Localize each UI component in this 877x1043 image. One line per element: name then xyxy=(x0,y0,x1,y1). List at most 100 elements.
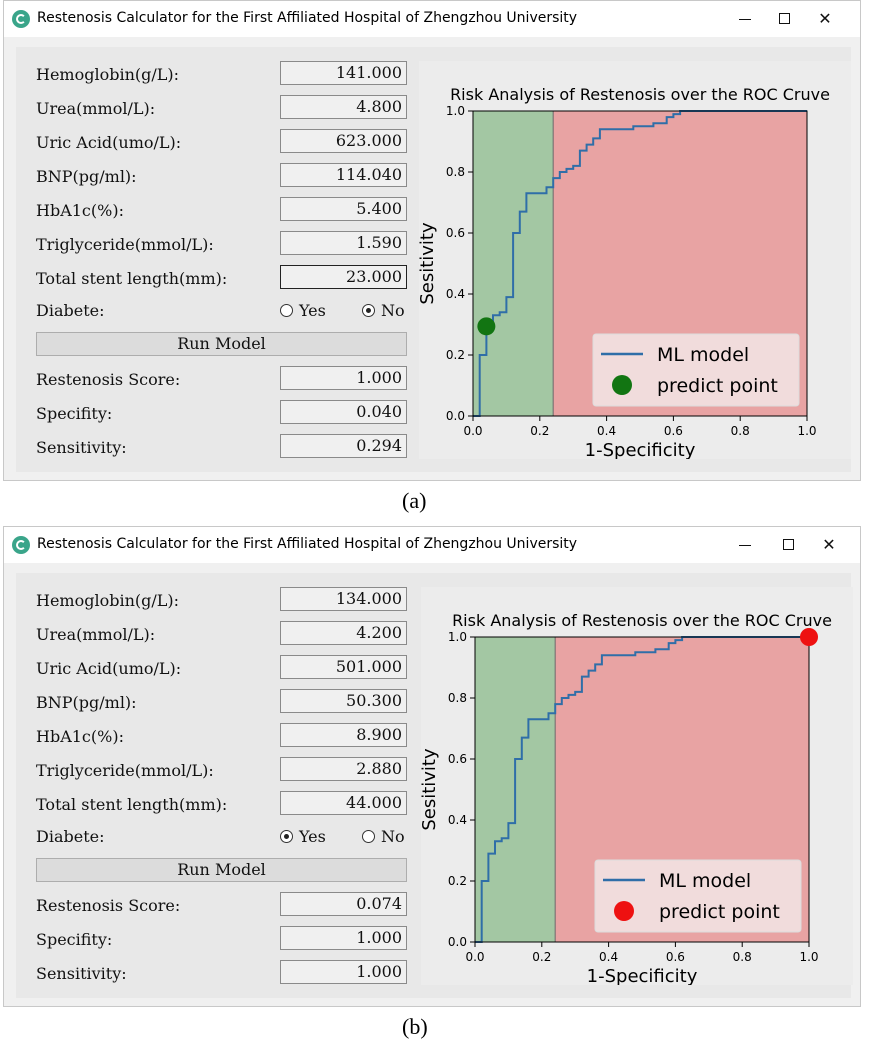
restenosis-score-label: Restenosis Score: xyxy=(36,370,181,389)
legend-line-label: ML model xyxy=(659,870,751,892)
legend-point-label: predict point xyxy=(657,375,778,397)
x-tick-label: 0.2 xyxy=(530,424,549,438)
urea-input[interactable]: 4.200 xyxy=(280,621,407,645)
restenosis-score-label: Restenosis Score: xyxy=(36,896,181,915)
y-tick-label: 0.6 xyxy=(446,226,465,240)
sensitivity-label: Sensitivity: xyxy=(36,438,127,457)
triglyceride-input[interactable]: 1.590 xyxy=(280,231,407,255)
plot-frame xyxy=(472,110,808,417)
hemoglobin-input[interactable]: 134.000 xyxy=(280,587,407,611)
x-tick-label: 0.8 xyxy=(733,950,752,964)
chart-legend xyxy=(594,859,802,933)
diabete-no-radio[interactable]: No xyxy=(362,301,405,320)
minimize-button[interactable] xyxy=(725,531,765,559)
uric-acid-label: Uric Acid(umo/L): xyxy=(36,133,182,152)
x-axis-label: 1-Specificity xyxy=(585,440,696,459)
urea-input[interactable]: 4.800 xyxy=(280,95,407,119)
roc-plot-panel: Risk Analysis of Restenosis over the ROC… xyxy=(417,61,851,461)
x-axis-label: 1-Specificity xyxy=(587,966,698,985)
stent-length-input[interactable]: 23.000 xyxy=(280,265,407,289)
roc-plot-panel: Risk Analysis of Restenosis over the ROC… xyxy=(419,587,853,987)
window-title: Restenosis Calculator for the First Affi… xyxy=(37,536,578,552)
diabete-yes-label: Yes xyxy=(299,827,326,846)
x-tick-label: 0.4 xyxy=(599,950,618,964)
chart-legend xyxy=(592,333,800,407)
restenosis-score-output: 0.074 xyxy=(280,892,407,916)
diabete-label: Diabete: xyxy=(36,301,105,320)
legend-point-swatch xyxy=(612,375,632,395)
caption-a: (a) xyxy=(402,488,427,513)
sensitivity-output: 1.000 xyxy=(280,960,407,984)
maximize-button[interactable] xyxy=(769,531,809,559)
specifity-output: 1.000 xyxy=(280,926,407,950)
x-tick-label: 0.4 xyxy=(597,424,616,438)
plot-frame xyxy=(474,636,810,943)
y-tick-label: 1.0 xyxy=(448,630,467,644)
radio-circle xyxy=(362,830,375,843)
uric-acid-input[interactable]: 623.000 xyxy=(280,129,407,153)
urea-label: Urea(mmol/L): xyxy=(36,625,156,644)
form-area: Hemoglobin(g/L): 134.000 Urea(mmol/L): 4… xyxy=(16,573,853,998)
window-content: Hemoglobin(g/L): 141.000 Urea(mmol/L): 4… xyxy=(4,37,860,480)
hba1c-input[interactable]: 5.400 xyxy=(280,197,407,221)
window-a: Restenosis Calculator for the First Affi… xyxy=(3,0,861,481)
diabete-yes-radio[interactable]: Yes xyxy=(280,301,326,320)
roc-chart: Risk Analysis of Restenosis over the ROC… xyxy=(417,85,830,461)
app-icon xyxy=(12,10,30,28)
y-tick-label: 0.0 xyxy=(446,409,465,423)
close-button[interactable]: ✕ xyxy=(822,535,836,554)
close-button[interactable]: ✕ xyxy=(818,9,832,28)
bnp-input[interactable]: 50.300 xyxy=(280,689,407,713)
roc-curve-line xyxy=(473,110,807,417)
y-tick-label: 0.4 xyxy=(448,813,467,827)
hba1c-input[interactable]: 8.900 xyxy=(280,723,407,747)
triglyceride-input[interactable]: 2.880 xyxy=(280,757,407,781)
app-icon xyxy=(12,536,30,554)
run-model-button[interactable]: Run Model xyxy=(36,332,407,356)
roc-curve-line xyxy=(475,636,809,943)
y-axis-label: Sesitivity xyxy=(421,748,440,831)
uric-acid-input[interactable]: 501.000 xyxy=(280,655,407,679)
restenosis-score-output: 1.000 xyxy=(280,366,407,390)
sensitivity-label: Sensitivity: xyxy=(36,964,127,983)
diabete-yes-radio[interactable]: Yes xyxy=(280,827,326,846)
y-tick-label: 0.0 xyxy=(448,935,467,949)
caption-b: (b) xyxy=(402,1014,428,1039)
window-content: Hemoglobin(g/L): 134.000 Urea(mmol/L): 4… xyxy=(4,563,860,1006)
legend-point-label: predict point xyxy=(659,901,780,923)
predict-point-marker xyxy=(800,628,818,646)
form-area: Hemoglobin(g/L): 141.000 Urea(mmol/L): 4… xyxy=(16,47,851,472)
triglyceride-label: Triglyceride(mmol/L): xyxy=(36,761,214,780)
x-tick-label: 0.6 xyxy=(666,950,685,964)
stent-length-label: Total stent length(mm): xyxy=(36,795,228,814)
legend-line-label: ML model xyxy=(657,344,749,366)
stent-length-input[interactable]: 44.000 xyxy=(280,791,407,815)
diabete-no-label: No xyxy=(381,301,405,320)
y-axis-label: Sesitivity xyxy=(419,222,438,305)
hemoglobin-label: Hemoglobin(g/L): xyxy=(36,65,180,84)
specifity-output: 0.040 xyxy=(280,400,407,424)
uric-acid-label: Uric Acid(umo/L): xyxy=(36,659,182,678)
legend-point-swatch xyxy=(614,901,634,921)
minimize-button[interactable] xyxy=(725,5,765,33)
chart-title: Risk Analysis of Restenosis over the ROC… xyxy=(450,85,830,104)
y-tick-label: 0.8 xyxy=(448,691,467,705)
diabete-no-label: No xyxy=(381,827,405,846)
hemoglobin-input[interactable]: 141.000 xyxy=(280,61,407,85)
bnp-label: BNP(pg/ml): xyxy=(36,167,137,186)
maximize-button[interactable] xyxy=(765,5,805,33)
run-model-button[interactable]: Run Model xyxy=(36,858,407,882)
specifity-label: Specifity: xyxy=(36,930,113,949)
y-tick-label: 0.4 xyxy=(446,287,465,301)
radio-circle-selected xyxy=(280,830,293,843)
window-b: Restenosis Calculator for the First Affi… xyxy=(3,526,861,1007)
y-tick-label: 0.6 xyxy=(448,752,467,766)
x-tick-label: 0.6 xyxy=(664,424,683,438)
roc-chart: Risk Analysis of Restenosis over the ROC… xyxy=(419,611,832,987)
y-tick-label: 0.2 xyxy=(446,348,465,362)
diabete-no-radio[interactable]: No xyxy=(362,827,405,846)
bnp-input[interactable]: 114.040 xyxy=(280,163,407,187)
x-tick-label: 1.0 xyxy=(797,424,816,438)
window-title: Restenosis Calculator for the First Affi… xyxy=(37,10,578,26)
hemoglobin-label: Hemoglobin(g/L): xyxy=(36,591,180,610)
